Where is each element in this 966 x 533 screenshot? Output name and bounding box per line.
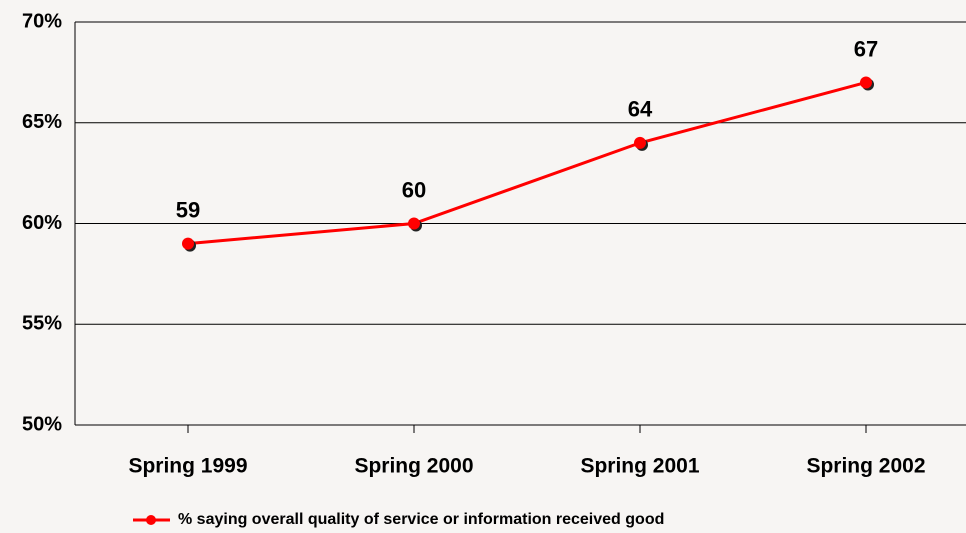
data-label: 59 xyxy=(176,197,200,222)
marker xyxy=(182,237,194,250)
legend-label: % saying overall quality of service or i… xyxy=(178,511,664,528)
x-tick-label: Spring 1999 xyxy=(128,455,247,478)
marker xyxy=(860,76,872,89)
x-tick-label: Spring 2001 xyxy=(580,455,699,478)
x-tick-label: Spring 2000 xyxy=(354,455,473,478)
y-tick-label: 65% xyxy=(22,111,62,133)
y-tick-label: 50% xyxy=(22,413,62,435)
y-tick-label: 70% xyxy=(22,10,62,32)
line xyxy=(187,81,867,246)
y-tick-label: 55% xyxy=(22,313,62,335)
x-tick-label: Spring 2002 xyxy=(806,455,925,478)
marker xyxy=(634,136,646,149)
data-label: 60 xyxy=(402,177,426,202)
data-label: 64 xyxy=(628,97,653,122)
legend-marker xyxy=(146,515,156,525)
marker xyxy=(408,217,420,230)
data-label: 67 xyxy=(854,36,878,61)
y-tick-label: 60% xyxy=(22,212,62,234)
